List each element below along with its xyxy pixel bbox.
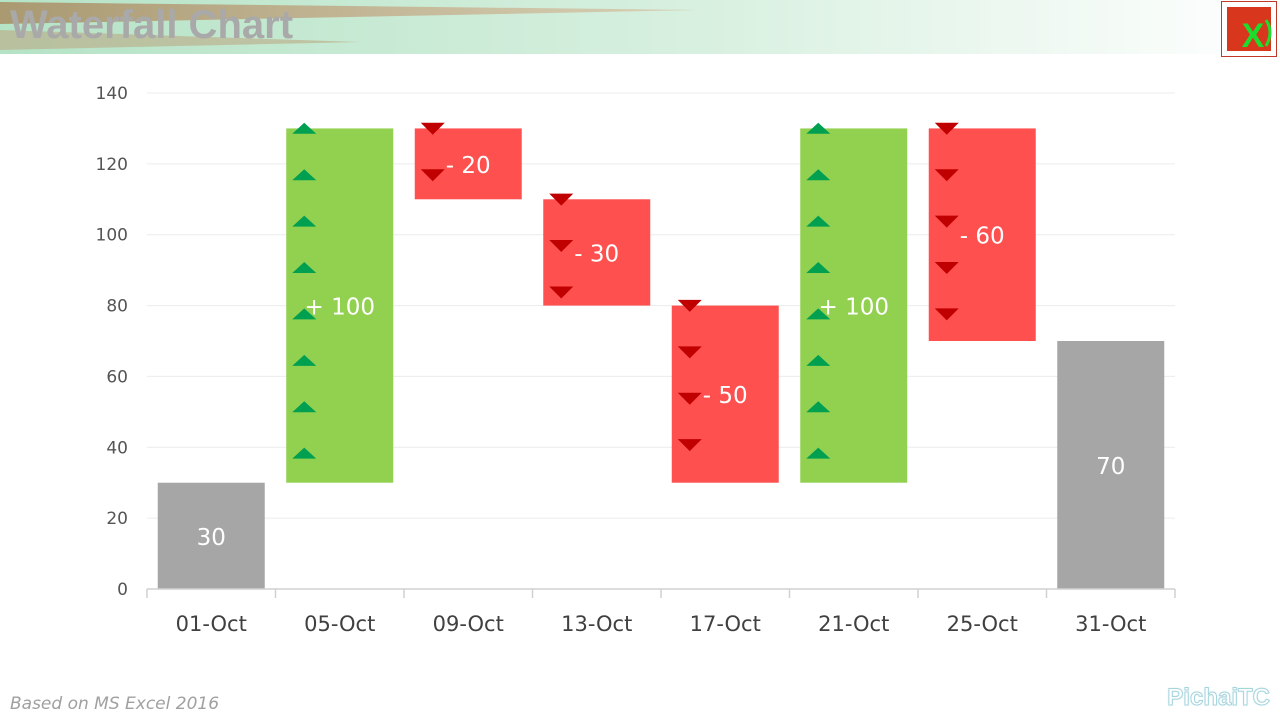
data-label: - 30 [574, 241, 619, 267]
y-tick-label: 20 [106, 509, 128, 529]
bar-decrease [414, 128, 522, 200]
y-axis-ticks: 0 20 40 60 80 100 120 140 [96, 84, 128, 600]
x-tick-label: 31-Oct [1075, 612, 1146, 636]
up-arrow-marker-icon [292, 354, 317, 366]
y-tick-label: 100 [96, 226, 128, 246]
data-label: + 100 [819, 295, 889, 321]
bar-increase [800, 128, 908, 483]
down-arrow-marker-icon [934, 122, 959, 135]
down-arrow-marker-icon [934, 262, 959, 275]
y-tick-label: 80 [106, 297, 128, 317]
up-arrow-marker-icon [806, 169, 831, 181]
bars [157, 128, 1165, 589]
data-labels: 30 + 100 - 20 - 30 - 50 + 100 - 60 70 [197, 153, 1126, 551]
title-band-decoration [0, 0, 1280, 54]
x-tick-label: 13-Oct [561, 612, 632, 636]
bar-markers [292, 122, 959, 459]
down-arrow-marker-icon [549, 240, 574, 253]
down-arrow-marker-icon [934, 308, 959, 321]
bar-total [157, 482, 265, 589]
x-tick-label: 21-Oct [818, 612, 889, 636]
down-arrow-marker-icon [420, 122, 445, 135]
down-arrow-marker-icon [677, 346, 702, 359]
up-arrow-marker-icon [806, 215, 831, 227]
excel-logo-icon: X [1221, 1, 1277, 57]
x-tick-label: 01-Oct [176, 612, 247, 636]
up-arrow-marker-icon [292, 447, 317, 459]
brand-watermark: PichaiTC [1167, 684, 1271, 712]
y-tick-label: 120 [96, 155, 128, 175]
y-tick-label: 40 [106, 438, 128, 458]
down-arrow-marker-icon [677, 299, 702, 312]
title-band: Waterfall Chart [0, 0, 1280, 54]
logo-letter: X [1242, 17, 1265, 55]
up-arrow-marker-icon [806, 308, 831, 320]
up-arrow-marker-icon [806, 122, 831, 134]
up-arrow-marker-icon [806, 447, 831, 459]
y-tick-label: 0 [117, 580, 128, 600]
bar-total [1057, 341, 1165, 589]
up-arrow-marker-icon [292, 122, 317, 134]
up-arrow-marker-icon [292, 401, 317, 413]
down-arrow-marker-icon [549, 286, 574, 299]
data-label: - 50 [703, 383, 748, 409]
x-tick-label: 25-Oct [947, 612, 1018, 636]
x-axis-labels: 01-Oct 05-Oct 09-Oct 13-Oct 17-Oct 21-Oct 25-O… [176, 612, 1147, 636]
page-title: Waterfall Chart [10, 3, 294, 47]
x-tick-label: 17-Oct [690, 612, 761, 636]
down-arrow-marker-icon [934, 215, 959, 228]
up-arrow-marker-icon [806, 262, 831, 274]
down-arrow-marker-icon [677, 439, 702, 452]
y-tick-label: 60 [106, 367, 128, 387]
up-arrow-marker-icon [806, 354, 831, 366]
data-label: 70 [1096, 454, 1125, 480]
up-arrow-marker-icon [292, 169, 317, 181]
x-axis [146, 588, 1176, 598]
up-arrow-marker-icon [292, 308, 317, 320]
y-tick-label: 140 [96, 84, 128, 104]
x-tick-label: 05-Oct [304, 612, 375, 636]
data-label: + 100 [305, 295, 375, 321]
down-arrow-marker-icon [420, 169, 445, 182]
data-label: 30 [197, 525, 226, 551]
bar-increase [286, 128, 394, 483]
down-arrow-marker-icon [677, 392, 702, 405]
up-arrow-marker-icon [292, 215, 317, 227]
up-arrow-marker-icon [806, 401, 831, 413]
down-arrow-marker-icon [934, 169, 959, 182]
data-label: - 20 [446, 153, 491, 179]
data-label: - 60 [960, 224, 1005, 250]
x-tick-label: 09-Oct [433, 612, 504, 636]
down-arrow-marker-icon [549, 193, 574, 206]
up-arrow-marker-icon [292, 262, 317, 274]
bar-decrease [928, 128, 1036, 341]
footnote: Based on MS Excel 2016 [10, 694, 220, 714]
